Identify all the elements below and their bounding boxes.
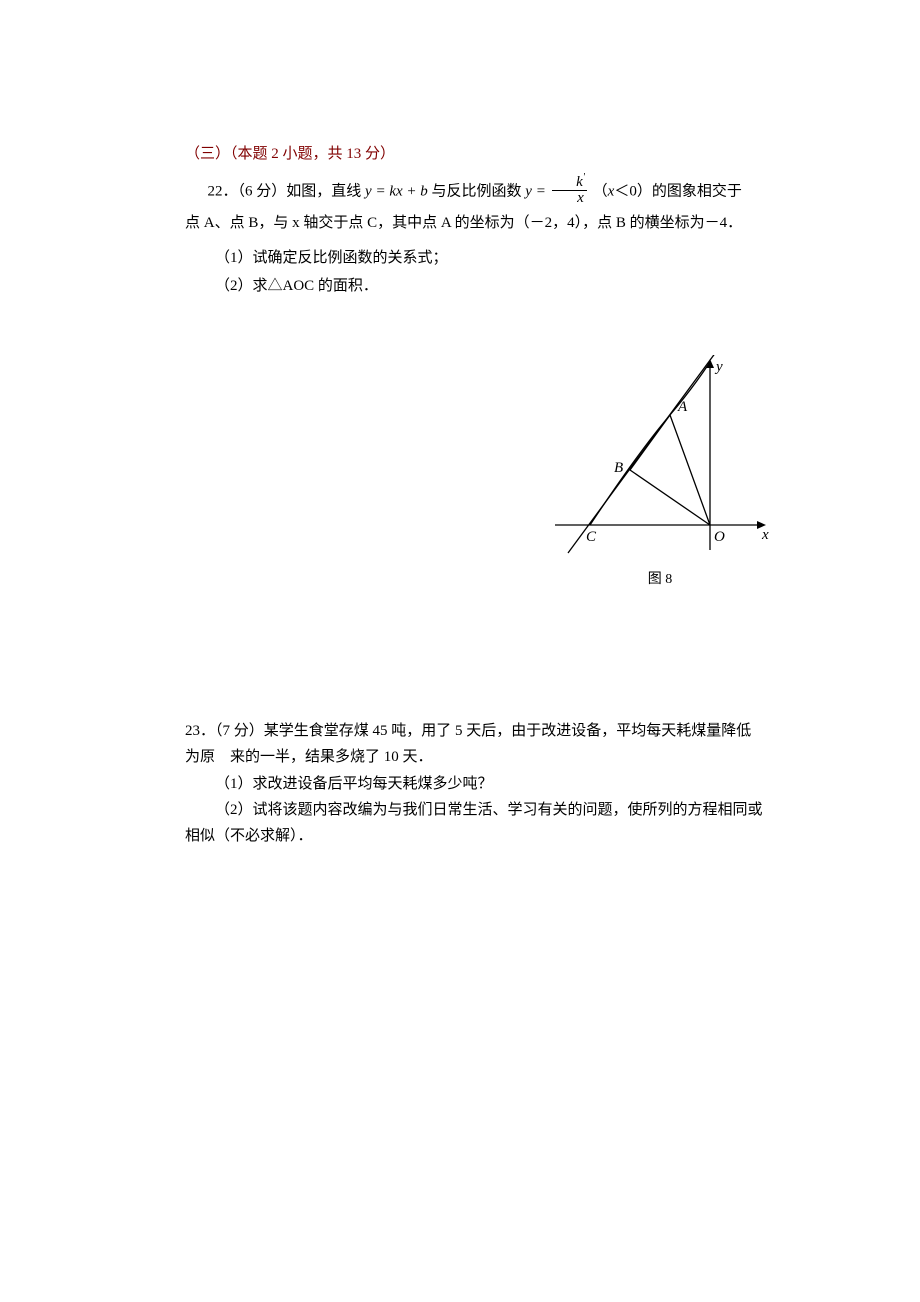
inv-eq-y: y <box>525 183 532 199</box>
figure-caption: 图 8 <box>550 568 770 588</box>
inv-den: x <box>552 191 587 207</box>
eq-sign: = <box>372 183 390 199</box>
svg-text:y: y <box>714 359 723 375</box>
q23-sub1: （1）求改进设备后平均每天耗煤多少吨？ <box>185 771 765 797</box>
q23-sub2: （2）试将该题内容改编为与我们日常生活、学习有关的问题，使所列的方程相同或相似（… <box>185 797 765 850</box>
q22-sub1: （1）试确定反比例函数的关系式； <box>185 244 765 273</box>
svg-text:A: A <box>677 399 688 415</box>
eq-sign2: = <box>532 183 550 199</box>
q23-line1: 23．（7 分）某学生食堂存煤 45 吨，用了 5 天后，由于改进设备，平均每天… <box>185 718 765 771</box>
figure-svg: y x O C A B <box>550 355 770 555</box>
plus: + <box>403 183 421 199</box>
svg-text:B: B <box>614 460 623 476</box>
svg-text:x: x <box>761 527 769 543</box>
question-23: 23．（7 分）某学生食堂存煤 45 吨，用了 5 天后，由于改进设备，平均每天… <box>185 718 765 849</box>
figure-8: y x O C A B 图 8 <box>550 355 770 588</box>
q22-mid1: 与反比例函数 <box>428 183 526 199</box>
cond-open: （ <box>593 183 608 199</box>
q22-line2: 点 A、点 B，与 x 轴交于点 C，其中点 A 的坐标为（－2，4），点 B … <box>185 209 765 238</box>
inv-num: k <box>576 174 583 190</box>
line-eq-y: y <box>365 183 372 199</box>
content-block: （三）（本题 2 小题，共 13 分） 22．（6 分）如图，直线 y = kx… <box>185 140 765 307</box>
svg-text:C: C <box>586 529 597 545</box>
question-22: 22．（6 分）如图，直线 y = kx + b 与反比例函数 y = k'x … <box>185 175 765 301</box>
line-eq-x: x <box>396 183 403 199</box>
cond-close: ）的图象相交于 <box>637 183 742 199</box>
line-eq-k: k <box>389 183 396 199</box>
q22-prefix: 22．（6 分）如图，直线 <box>208 183 366 199</box>
inv-sup: ' <box>583 172 585 183</box>
q22-sub2: （2）求△AOC 的面积． <box>185 272 765 301</box>
section-header: （三）（本题 2 小题，共 13 分） <box>185 140 765 169</box>
q22-line1: 22．（6 分）如图，直线 y = kx + b 与反比例函数 y = k'x … <box>185 175 765 210</box>
line-eq-b: b <box>420 183 428 199</box>
cond-lt0: ＜0 <box>614 183 637 199</box>
inv-frac: k' x <box>552 173 587 208</box>
svg-text:O: O <box>714 529 725 545</box>
exam-page: （三）（本题 2 小题，共 13 分） 22．（6 分）如图，直线 y = kx… <box>0 0 920 1302</box>
